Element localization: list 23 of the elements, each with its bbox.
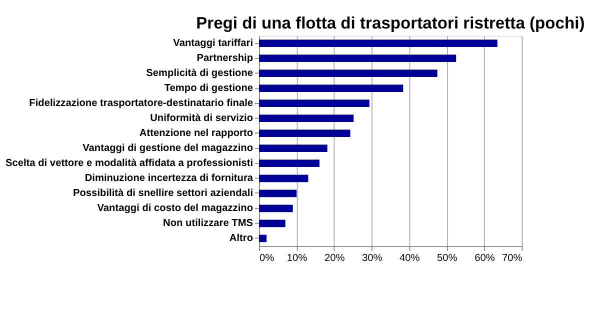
- y-tick-label: Vantaggi di gestione del magazzino: [82, 143, 254, 154]
- y-tick-label: Vantaggi tariffari: [173, 38, 254, 50]
- y-tick-label: Fidelizzazione trasportatore-destinatario finale: [29, 98, 254, 110]
- y-tick-label: Vantaggi di costo del magazzino: [97, 203, 254, 214]
- x-tick-label: 60%: [474, 253, 495, 264]
- y-tick-label: Scelta di vettore e modalità affidata a professionisti: [5, 158, 254, 170]
- x-tick-label: 40%: [400, 253, 420, 264]
- y-tick-label: Attenzione nel rapporto: [139, 128, 254, 140]
- y-tick-label: Non utilizzare TMS: [163, 218, 254, 230]
- x-tick-label: 50%: [437, 253, 458, 264]
- y-tick-label: Semplicità di gestione: [146, 68, 254, 80]
- y-tick-label: Tempo di gestione: [164, 83, 254, 94]
- x-tick-label: 20%: [324, 253, 345, 264]
- y-tick-label: Partnership: [196, 53, 254, 64]
- y-tick-label: Diminuzione incertezza di fornitura: [84, 173, 254, 184]
- x-tick-label: 0%: [260, 253, 274, 264]
- x-tick-label: 30%: [362, 253, 382, 264]
- x-tick-label: 70%: [502, 253, 522, 264]
- chart-title: Pregi di una flotta di trasportatori ristretta (pochi): [196, 13, 585, 32]
- y-tick-label: Altro: [229, 233, 254, 244]
- y-tick-label: Uniformità di servizio: [150, 113, 254, 124]
- x-tick-label: 10%: [286, 253, 308, 264]
- y-tick-label: Possibilità di snellire settori aziendali: [72, 188, 254, 200]
